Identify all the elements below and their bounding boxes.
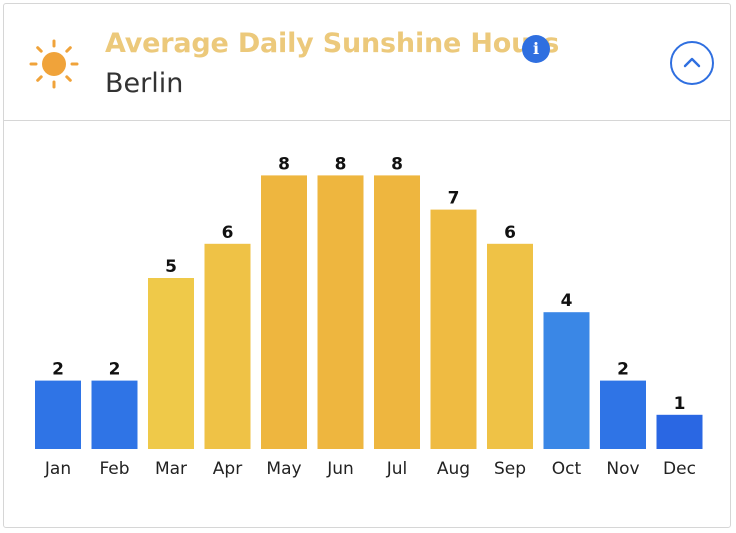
value-label-jan: 2 — [52, 360, 64, 380]
bar-may[interactable] — [261, 175, 307, 449]
bar-feb[interactable] — [91, 380, 138, 449]
bar-jan[interactable] — [35, 380, 81, 449]
category-label-mar: Mar — [155, 459, 187, 479]
bar-chart: 2 Jan 2 Feb 5 Mar 6 Apr 8 May 8 Jun 8 Jul 7 Aug 6 Sep 4 Oct… — [35, 154, 703, 479]
category-label-dec: Dec — [663, 459, 696, 479]
value-label-nov: 2 — [617, 360, 629, 380]
category-label-aug: Aug — [437, 459, 470, 479]
value-label-jul: 8 — [391, 154, 403, 174]
chevron-up-icon — [683, 57, 701, 68]
value-label-oct: 4 — [561, 291, 573, 311]
category-label-feb: Feb — [99, 459, 129, 479]
bar-nov[interactable] — [600, 380, 646, 449]
bar-dec[interactable] — [656, 414, 703, 449]
sun-icon — [29, 39, 79, 89]
category-label-nov: Nov — [606, 459, 639, 479]
category-label-may: May — [266, 459, 301, 479]
bar-apr[interactable] — [204, 243, 251, 449]
bar-jun[interactable] — [317, 175, 364, 449]
card-header: Average Daily Sunshine Hours Berlin i — [4, 4, 730, 121]
category-label-jun: Jun — [326, 459, 354, 479]
category-label-jan: Jan — [44, 459, 71, 479]
value-label-may: 8 — [278, 154, 290, 174]
bar-aug[interactable] — [430, 209, 477, 449]
value-label-apr: 6 — [222, 223, 234, 243]
value-label-feb: 2 — [109, 360, 121, 380]
chart-title: Average Daily Sunshine Hours — [105, 28, 560, 59]
value-label-aug: 7 — [448, 189, 460, 209]
bar-mar[interactable] — [148, 278, 194, 449]
bar-oct[interactable] — [543, 312, 590, 449]
chart-subtitle: Berlin — [105, 68, 184, 99]
category-label-apr: Apr — [213, 459, 242, 479]
bar-sep[interactable] — [487, 243, 533, 449]
sunshine-card: Average Daily Sunshine Hours Berlin i 2 J… — [3, 3, 731, 528]
collapse-button[interactable] — [670, 41, 714, 85]
category-label-jul: Jul — [386, 459, 408, 479]
info-icon[interactable]: i — [522, 35, 550, 63]
value-label-dec: 1 — [674, 394, 686, 414]
value-label-mar: 5 — [165, 257, 177, 277]
category-label-oct: Oct — [552, 459, 582, 479]
value-label-sep: 6 — [504, 223, 516, 243]
value-label-jun: 8 — [335, 154, 347, 174]
bar-jul[interactable] — [374, 175, 420, 449]
category-label-sep: Sep — [494, 459, 526, 479]
